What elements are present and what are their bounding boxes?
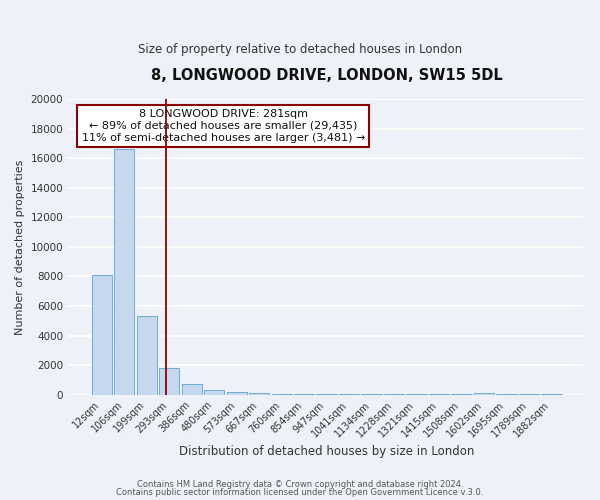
Bar [159, 368, 179, 395]
Bar [384, 394, 404, 395]
Bar [519, 394, 539, 395]
Bar [182, 384, 202, 395]
Bar [451, 394, 472, 395]
Bar [406, 394, 427, 395]
Bar [137, 316, 157, 395]
Title: 8, LONGWOOD DRIVE, LONDON, SW15 5DL: 8, LONGWOOD DRIVE, LONDON, SW15 5DL [151, 68, 502, 82]
Text: Contains public sector information licensed under the Open Government Licence v.: Contains public sector information licen… [116, 488, 484, 497]
Bar [114, 149, 134, 395]
Text: Contains HM Land Registry data © Crown copyright and database right 2024.: Contains HM Land Registry data © Crown c… [137, 480, 463, 489]
Bar [316, 394, 337, 395]
Text: Size of property relative to detached houses in London: Size of property relative to detached ho… [138, 42, 462, 56]
Bar [294, 394, 314, 395]
Bar [361, 394, 382, 395]
Bar [272, 394, 292, 395]
Bar [474, 394, 494, 395]
Bar [204, 390, 224, 395]
Bar [541, 394, 562, 395]
Bar [249, 394, 269, 395]
Bar [339, 394, 359, 395]
Bar [429, 394, 449, 395]
X-axis label: Distribution of detached houses by size in London: Distribution of detached houses by size … [179, 444, 474, 458]
Y-axis label: Number of detached properties: Number of detached properties [15, 159, 25, 334]
Bar [92, 275, 112, 395]
Bar [496, 394, 517, 395]
Bar [227, 392, 247, 395]
Text: 8 LONGWOOD DRIVE: 281sqm
← 89% of detached houses are smaller (29,435)
11% of se: 8 LONGWOOD DRIVE: 281sqm ← 89% of detach… [82, 110, 365, 142]
